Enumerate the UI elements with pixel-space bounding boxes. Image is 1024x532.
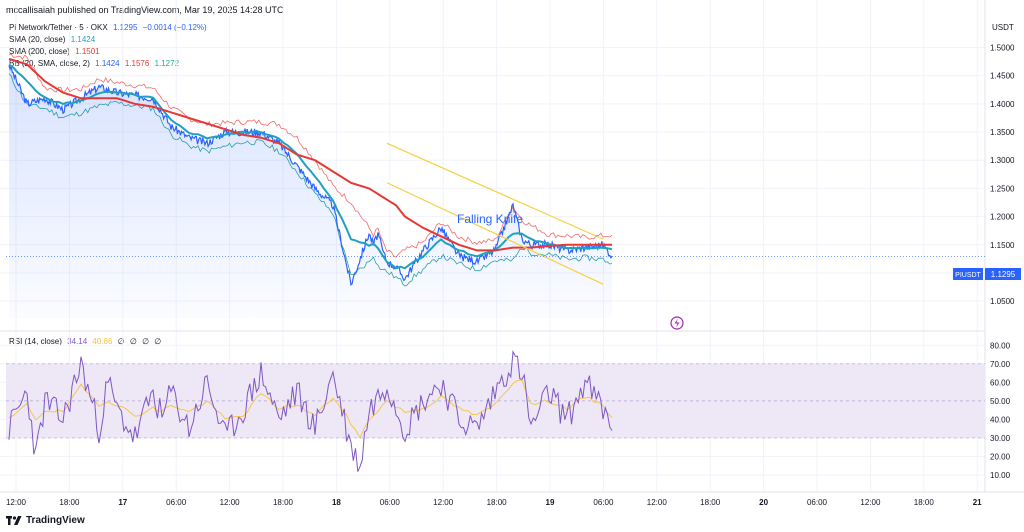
rsi-label: RSI (14, close) [9,337,62,346]
rsi-extra-3: ∅ [142,337,150,346]
rsi-tick-label: 30.00 [990,434,1011,443]
time-tick-label: 12:00 [6,498,27,507]
lightning-icon[interactable] [670,316,684,330]
rsi-value: 34.14 [67,337,88,346]
rsi-extra-2: ∅ [129,337,137,346]
brand-name: TradingView [26,515,85,526]
price-tick-label: 1.2000 [990,213,1015,222]
bb-lower: 1.1272 [154,59,180,68]
time-tick-label: 18:00 [59,498,80,507]
time-tick-label: 18:00 [914,498,935,507]
rsi-tick-label: 10.00 [990,471,1011,480]
price-tick-label: 1.4500 [990,72,1015,81]
bb-basis: 1.1424 [95,59,120,68]
rsi-tick-label: 70.00 [990,360,1011,369]
publisher-line: mccallisaiah published on TradingView.co… [6,5,284,15]
time-tick-label: 18:00 [487,498,508,507]
bb-label: BB (20, SMA, close, 2) [9,59,90,68]
time-tick-label: 12:00 [647,498,668,507]
rsi-ma-line[interactable] [8,379,613,439]
sma20-value: 1.1424 [70,35,96,44]
rsi-axis[interactable]: 10.00 20.00 30.00 40.00 50.00 60.00 70.00 80.00 [990,341,1011,480]
trend-line[interactable] [386,182,604,285]
price-tick-label: 1.2500 [990,184,1015,193]
time-axis[interactable]: 12:00 18:00 17 06:00 12:00 18:00 18 06:00 12:00 1… [6,498,982,507]
time-tick-label: 06:00 [593,498,614,507]
time-tick-label: 17 [118,498,127,507]
tradingview-brand[interactable]: TradingView [6,515,85,526]
time-tick-label: 12:00 [860,498,881,507]
sma200-label: SMA (200, close) [9,47,70,56]
symbol-label: Pi Network/Tether · 5 · OKX [9,23,108,32]
price-tag: PIUSDT 1.1295 [953,268,1021,280]
sma20-line[interactable] [8,63,613,270]
legend-symbol-row[interactable]: Pi Network/Tether · 5 · OKX 1.1295 −0.00… [9,22,210,34]
time-tick-label: 21 [973,498,982,507]
currency-label: USDT [992,23,1014,32]
rsi-tick-label: 80.00 [990,341,1011,350]
price-tick-label: 1.0500 [990,297,1015,306]
rsi-tick-label: 40.00 [990,415,1011,424]
time-tick-label: 20 [759,498,768,507]
bb-upper: 1.1576 [124,59,150,68]
indicator-legend: Pi Network/Tether · 5 · OKX 1.1295 −0.00… [9,22,210,70]
price-axis[interactable]: 1.05001.10001.15001.20001.25001.30001.35… [990,44,1015,307]
sma200-line[interactable] [8,57,612,252]
rsi-tick-label: 60.00 [990,378,1011,387]
price-tick-label: 1.5000 [990,44,1015,53]
legend-sma20-row[interactable]: SMA (20, close) 1.1424 [9,34,210,46]
sma200-value: 1.1501 [75,47,100,56]
time-tick-label: 18:00 [273,498,294,507]
time-tick-label: 06:00 [807,498,828,507]
rsi-ma-value: 40.86 [92,337,113,346]
rsi-tick-label: 20.00 [990,452,1011,461]
tradingview-logo-icon [6,516,22,525]
time-tick-label: 06:00 [166,498,187,507]
legend-bb-row[interactable]: BB (20, SMA, close, 2) 1.1424 1.1576 1.1… [9,58,210,70]
time-tick-label: 06:00 [380,498,401,507]
price-tick-label: 1.1500 [990,241,1015,250]
time-tick-label: 18:00 [700,498,721,507]
price-tick-label: 1.4000 [990,100,1015,109]
trend-line[interactable] [386,142,604,240]
rsi-line[interactable] [8,350,613,472]
sma20-label: SMA (20, close) [9,35,66,44]
time-tick-label: 19 [546,498,555,507]
rsi-tick-label: 50.00 [990,397,1011,406]
time-tick-label: 12:00 [220,498,241,507]
time-tick-label: 18 [332,498,341,507]
price-tick-label: 1.3000 [990,156,1015,165]
rsi-legend[interactable]: RSI (14, close) 34.14 40.86 ∅ ∅ ∅ ∅ [9,336,164,348]
time-tick-label: 12:00 [433,498,454,507]
symbol-change: −0.0014 (−0.12%) [142,23,207,32]
legend-sma200-row[interactable]: SMA (200, close) 1.1501 [9,46,210,58]
rsi-extra-1: ∅ [117,337,125,346]
falling-knife-annotation[interactable]: Falling Knife [457,212,523,226]
price-tag-value: 1.1295 [991,270,1016,279]
price-tag-symbol: PIUSDT [955,272,981,279]
symbol-value: 1.1295 [112,23,138,32]
price-line[interactable] [8,65,613,286]
price-tick-label: 1.3500 [990,128,1015,137]
rsi-extra-4: ∅ [154,337,162,346]
chart-marks [6,54,985,472]
